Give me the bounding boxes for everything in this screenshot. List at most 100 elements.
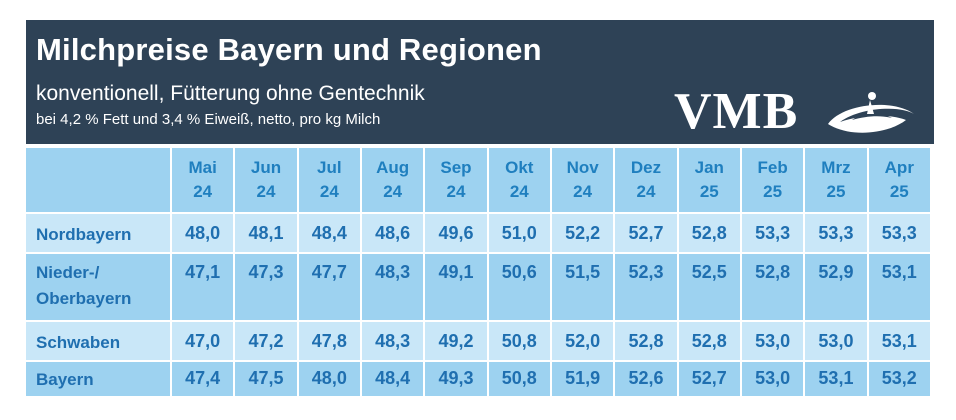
price-cell: 53,1 [868, 252, 930, 320]
price-cell: 49,2 [425, 320, 487, 360]
price-cell: 50,6 [488, 252, 550, 320]
column-year-label: 24 [573, 182, 593, 201]
column-year-label: 25 [889, 182, 909, 201]
price-cell: 51,9 [551, 360, 614, 396]
price-cell: 47,1 [172, 252, 234, 320]
price-cell: 53,1 [868, 320, 930, 360]
price-cell: 53,2 [868, 360, 930, 396]
logo-swirl-icon [828, 92, 914, 133]
region-label: Schwaben [26, 320, 170, 360]
column-year-label: 25 [699, 182, 719, 201]
column-month-label: Apr [884, 158, 914, 177]
column-month-label: Mai [188, 158, 217, 177]
column-year-label: 25 [763, 182, 783, 201]
column-header-dez-24: Dez 24 [615, 148, 677, 212]
column-header-aug-24: Aug 24 [361, 148, 424, 212]
price-cell: 52,5 [678, 252, 740, 320]
column-year-label: 24 [256, 182, 276, 201]
column-month-label: Sep [440, 158, 472, 177]
price-cell: 53,3 [805, 212, 867, 252]
header-banner: Milchpreise Bayern und Regionen konventi… [26, 20, 934, 144]
price-cell: 53,0 [741, 360, 804, 396]
column-header-nov-24: Nov 24 [551, 148, 614, 212]
page-title: Milchpreise Bayern und Regionen [36, 32, 542, 67]
column-year-label: 24 [446, 182, 466, 201]
price-cell: 52,0 [551, 320, 614, 360]
price-cell: 48,1 [235, 212, 297, 252]
table-corner-cell [26, 148, 170, 212]
region-label-line1: Nordbayern [36, 225, 132, 244]
price-cell: 47,2 [235, 320, 297, 360]
price-cell: 47,8 [298, 320, 360, 360]
price-cell: 50,8 [488, 320, 550, 360]
region-label: Nieder-/ Oberbayern [26, 252, 170, 320]
column-header-okt-24: Okt 24 [488, 148, 550, 212]
column-year-label: 24 [193, 182, 213, 201]
price-cell: 52,8 [615, 320, 677, 360]
price-cell: 52,7 [678, 360, 740, 396]
price-cell: 47,0 [172, 320, 234, 360]
price-cell: 53,3 [868, 212, 930, 252]
price-cell: 52,8 [741, 252, 804, 320]
price-cell: 48,0 [298, 360, 360, 396]
table-row: Nieder-/ Oberbayern 47,1 47,3 47,7 48,3 49,1 50… [26, 252, 930, 320]
column-header-mrz-25: Mrz 25 [805, 148, 867, 212]
page-subtitle: konventionell, Fütterung ohne Gentechnik [36, 82, 425, 105]
price-cell: 53,1 [805, 360, 867, 396]
column-header-jul-24: Jul 24 [298, 148, 360, 212]
price-cell: 47,3 [235, 252, 297, 320]
price-cell: 52,9 [805, 252, 867, 320]
column-year-label: 24 [636, 182, 656, 201]
price-cell: 49,6 [425, 212, 487, 252]
price-cell: 51,0 [488, 212, 550, 252]
table-row: Schwaben 47,0 47,2 47,8 48,3 49,2 50,8 52,0 52,8… [26, 320, 930, 360]
logo-text: VMB [674, 83, 799, 140]
price-cell: 52,6 [615, 360, 677, 396]
column-header-feb-25: Feb 25 [741, 148, 804, 212]
column-header-jun-24: Jun 24 [235, 148, 297, 212]
column-year-label: 24 [383, 182, 403, 201]
price-cell: 53,0 [741, 320, 804, 360]
column-month-label: Jun [250, 158, 282, 177]
price-cell: 52,2 [551, 212, 614, 252]
column-month-label: Jan [694, 158, 724, 177]
table-body: Nordbayern 48,0 48,1 48,4 48,6 49,6 51,0 52,2 52… [26, 212, 930, 396]
price-cell: 48,4 [361, 360, 424, 396]
price-cell: 48,4 [298, 212, 360, 252]
price-cell: 50,8 [488, 360, 550, 396]
column-month-label: Jul [317, 158, 342, 177]
column-month-label: Feb [757, 158, 788, 177]
price-cell: 48,6 [361, 212, 424, 252]
region-label-line1: Schwaben [36, 333, 121, 352]
price-cell: 53,3 [741, 212, 804, 252]
column-year-label: 25 [826, 182, 846, 201]
price-cell: 48,3 [361, 320, 424, 360]
price-cell: 49,3 [425, 360, 487, 396]
region-label-line1: Nieder-/ [36, 263, 100, 282]
region-label: Nordbayern [26, 212, 170, 252]
price-cell: 51,5 [551, 252, 614, 320]
column-header-apr-25: Apr 25 [868, 148, 930, 212]
vmb-logo: VMB [674, 84, 924, 140]
column-header-jan-25: Jan 25 [678, 148, 740, 212]
price-cell: 48,3 [361, 252, 424, 320]
price-cell: 53,0 [805, 320, 867, 360]
table-header-row: Mai 24 Jun 24 Jul 24 Aug 24 Sep 24 Okt 24 Nov 24 Dez 24… [26, 148, 930, 212]
price-cell: 52,8 [678, 212, 740, 252]
column-year-label: 24 [509, 182, 529, 201]
region-label-line2: Oberbayern [36, 289, 132, 308]
column-month-label: Okt [505, 158, 534, 177]
table-row: Bayern 47,4 47,5 48,0 48,4 49,3 50,8 51,9 52,6 52… [26, 360, 930, 396]
price-cell: 52,3 [615, 252, 677, 320]
column-month-label: Aug [376, 158, 410, 177]
region-label-line1: Bayern [36, 370, 94, 389]
milk-price-table: Mai 24 Jun 24 Jul 24 Aug 24 Sep 24 Okt 24 Nov 24 Dez 24… [24, 148, 932, 396]
region-label: Bayern [26, 360, 170, 396]
column-header-sep-24: Sep 24 [425, 148, 487, 212]
column-header-mai-24: Mai 24 [172, 148, 234, 212]
page-note: bei 4,2 % Fett und 3,4 % Eiweiß, netto, … [36, 111, 381, 128]
price-cell: 47,5 [235, 360, 297, 396]
table-row: Nordbayern 48,0 48,1 48,4 48,6 49,6 51,0 52,2 52… [26, 212, 930, 252]
price-cell: 49,1 [425, 252, 487, 320]
price-cell: 48,0 [172, 212, 234, 252]
